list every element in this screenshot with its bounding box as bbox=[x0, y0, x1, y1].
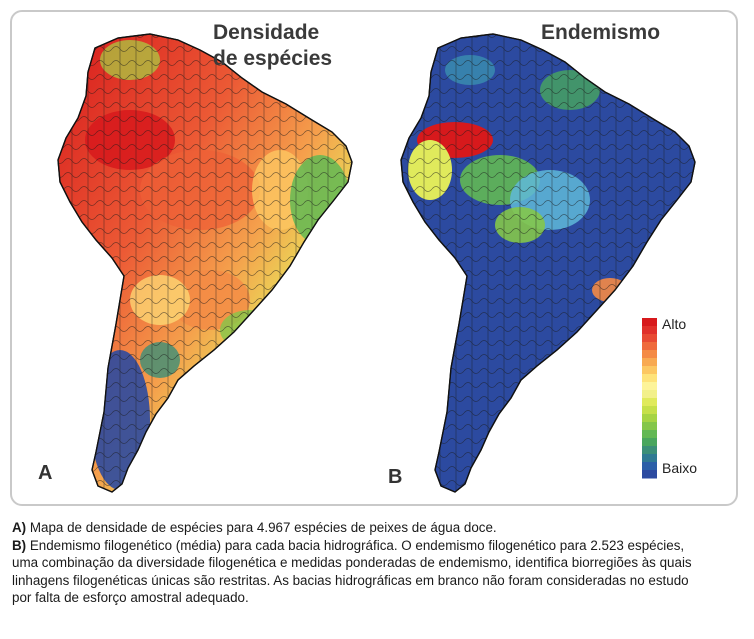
legend-swatch bbox=[642, 414, 657, 423]
figure-caption: A) Mapa de densidade de espécies para 4.… bbox=[12, 519, 742, 607]
legend-swatch bbox=[642, 390, 657, 399]
legend-swatch bbox=[642, 374, 657, 383]
caption-a: A) Mapa de densidade de espécies para 4.… bbox=[12, 519, 742, 537]
legend-swatch bbox=[642, 366, 657, 375]
legend-swatch bbox=[642, 334, 657, 343]
caption-b-line2: uma combinação da diversidade filogenéti… bbox=[12, 555, 692, 570]
legend-swatch bbox=[642, 446, 657, 455]
legend-low-label: Baixo bbox=[662, 460, 698, 476]
endemism-map bbox=[400, 33, 696, 493]
legend-swatch bbox=[642, 470, 657, 479]
legend-swatch bbox=[642, 358, 657, 367]
panel-b-title: Endemismo bbox=[541, 21, 661, 44]
legend-swatch bbox=[642, 350, 657, 359]
panel-b-letter: B bbox=[388, 466, 403, 488]
legend-swatch bbox=[642, 422, 657, 431]
caption-b-label: B) bbox=[12, 537, 27, 553]
legend-swatch bbox=[642, 462, 657, 471]
caption-a-label: A) bbox=[12, 520, 27, 535]
density-map bbox=[57, 33, 353, 493]
caption-b-line3: linhagens filogenéticas únicas são restr… bbox=[12, 572, 689, 588]
legend-high-label: Alto bbox=[662, 316, 687, 332]
legend-color-bar bbox=[642, 318, 657, 479]
legend-swatch bbox=[642, 342, 657, 351]
legend-swatch bbox=[642, 454, 657, 463]
panel-a-title-line2: de espécies bbox=[213, 47, 333, 70]
caption-a-text: Mapa de densidade de espécies para 4.967… bbox=[26, 520, 497, 535]
legend-swatch bbox=[642, 398, 657, 407]
legend-swatch bbox=[642, 318, 657, 327]
panel-a-title: Densidade de espécies bbox=[213, 20, 332, 72]
legend-swatch bbox=[642, 326, 657, 335]
caption-b-line4: por falta de esforço amostral adequado. bbox=[12, 590, 249, 605]
caption-b-line1: Endemismo filogenético (média) para cada… bbox=[26, 537, 685, 553]
maps-figure bbox=[57, 33, 696, 493]
panel-a-title-line1: Densidade bbox=[213, 21, 320, 44]
panel-a-letter: A bbox=[38, 462, 53, 484]
caption-b: B) Endemismo filogenético (média) para c… bbox=[12, 537, 742, 555]
legend-swatch bbox=[642, 430, 657, 439]
legend-swatch bbox=[642, 438, 657, 447]
legend-swatch bbox=[642, 406, 657, 415]
legend-swatch bbox=[642, 382, 657, 391]
